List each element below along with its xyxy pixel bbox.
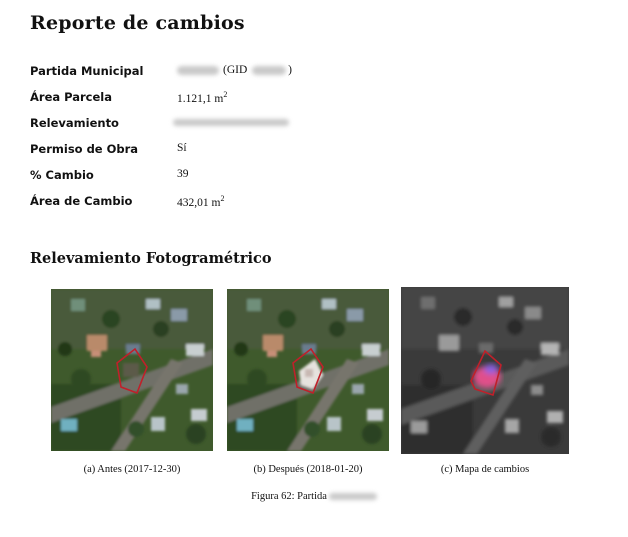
change-map-image xyxy=(401,287,569,454)
aerial-image-before xyxy=(51,289,213,451)
label-area-cambio: Área de Cambio xyxy=(30,194,133,208)
aerial-image-after xyxy=(227,289,389,451)
area-parcela-unit-exp: 2 xyxy=(223,90,228,99)
caption-before: (a) Antes (2017-12-30) xyxy=(83,464,181,475)
caption-after: (b) Después (2018-01-20) xyxy=(253,464,363,475)
row-area-cambio: Área de Cambio 432,01 m2 xyxy=(30,192,450,218)
value-partida-municipal: (GID ) xyxy=(177,64,292,76)
row-permiso-obra: Permiso de Obra Sí xyxy=(30,140,450,166)
area-parcela-number: 1.121,1 m xyxy=(177,92,224,105)
figure-caption-text: Figura 62: Partida xyxy=(251,491,327,502)
label-area-parcela: Área Parcela xyxy=(30,90,113,104)
redacted-partida-caption xyxy=(328,493,377,501)
figure-caption: Figura 62: Partida xyxy=(0,491,628,502)
area-cambio-unit-exp: 2 xyxy=(220,194,225,203)
label-porcentaje-cambio: % Cambio xyxy=(30,168,94,182)
value-porcentaje-cambio: 39 xyxy=(177,168,189,180)
gid-suffix: ) xyxy=(288,64,292,76)
row-porcentaje-cambio: % Cambio 39 xyxy=(30,166,450,192)
label-relevamiento: Relevamiento xyxy=(30,116,119,130)
redacted-gid xyxy=(252,65,287,75)
value-permiso-obra: Sí xyxy=(177,142,187,154)
row-partida-municipal: Partida Municipal (GID ) xyxy=(30,62,450,88)
row-area-parcela: Área Parcela 1.121,1 m2 xyxy=(30,88,450,114)
section-title: Relevamiento Fotogramétrico xyxy=(30,250,272,267)
report-title: Reporte de cambios xyxy=(30,12,245,34)
label-permiso-obra: Permiso de Obra xyxy=(30,142,139,156)
value-area-parcela: 1.121,1 m2 xyxy=(177,90,227,105)
value-relevamiento xyxy=(173,116,289,128)
caption-change-map: (c) Mapa de cambios xyxy=(440,464,530,475)
row-relevamiento: Relevamiento xyxy=(30,114,450,140)
area-cambio-number: 432,01 m xyxy=(177,196,221,209)
redacted-partida xyxy=(177,65,219,75)
report-properties: Partida Municipal (GID ) Área Parcela 1.… xyxy=(30,62,450,218)
value-area-cambio: 432,01 m2 xyxy=(177,194,224,209)
gid-prefix: (GID xyxy=(223,64,248,76)
redacted-relevamiento xyxy=(173,118,289,126)
label-partida-municipal: Partida Municipal xyxy=(30,64,144,78)
